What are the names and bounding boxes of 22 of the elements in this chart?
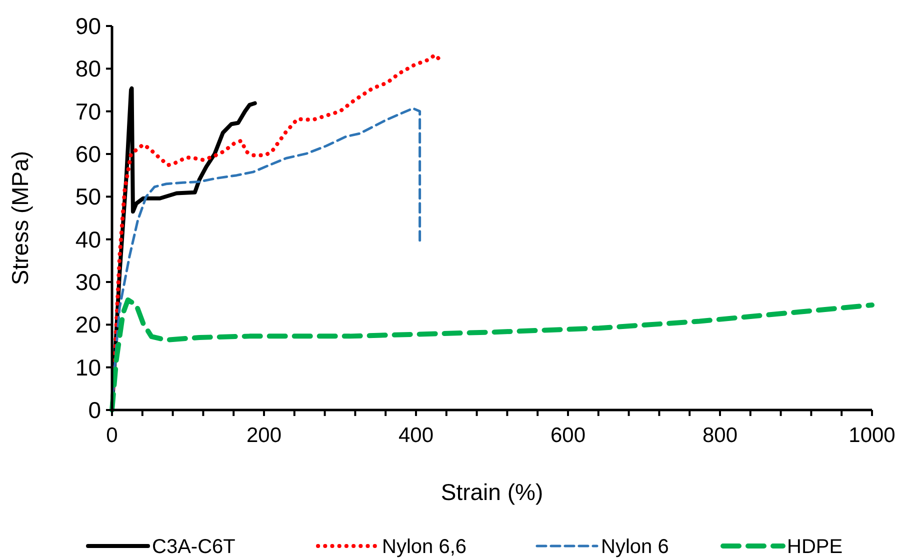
y-tick-label: 10 xyxy=(75,354,101,380)
y-tick-label: 0 xyxy=(88,397,101,424)
y-tick-label: 20 xyxy=(75,312,101,338)
y-tick-label: 70 xyxy=(75,98,101,124)
y-tick-label: 60 xyxy=(75,141,101,168)
legend-label: Nylon 6 xyxy=(601,536,669,558)
legend-label: Nylon 6,6 xyxy=(382,536,466,558)
legend-label: HDPE xyxy=(787,536,843,558)
y-tick-label: 90 xyxy=(75,13,101,40)
y-tick-label: 30 xyxy=(75,269,101,296)
y-tick-label: 40 xyxy=(75,226,101,252)
x-tick-label: 1000 xyxy=(848,424,896,447)
y-tick-label: 50 xyxy=(75,184,101,210)
x-axis-title: Strain (%) xyxy=(440,479,544,505)
y-axis-title: Stress (MPa) xyxy=(7,150,33,286)
x-tick-label: 600 xyxy=(550,424,586,447)
x-tick-label: 400 xyxy=(398,424,434,447)
y-tick-label: 80 xyxy=(75,56,101,82)
legend-label: C3A-C6T xyxy=(152,536,236,558)
x-tick-label: 800 xyxy=(702,424,738,447)
x-tick-label: 200 xyxy=(246,424,282,447)
x-tick-label: 0 xyxy=(106,424,118,447)
